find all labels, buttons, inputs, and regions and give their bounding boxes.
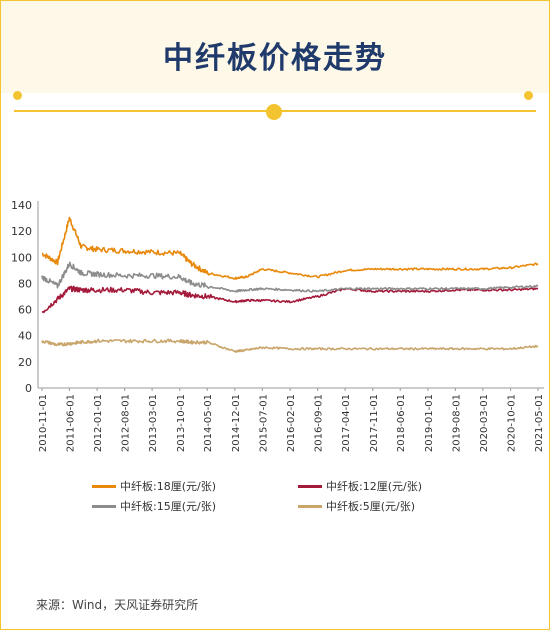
x-tick-label: 2016-02-01 <box>286 394 297 452</box>
x-tick-label: 2015-07-01 <box>258 394 269 452</box>
x-tick-label: 2011-06-01 <box>65 394 76 452</box>
x-tick-label: 2012-01-01 <box>93 394 104 452</box>
legend-label: 中纤板:15厘(元/张) <box>120 500 216 513</box>
x-tick-label: 2016-09-01 <box>314 394 325 452</box>
source-note: 来源：Wind，天风证券研究所 <box>36 598 199 612</box>
divider-dot-left <box>13 91 22 100</box>
y-tick-label: 20 <box>18 356 32 369</box>
chart-legend: 中纤板:18厘(元/张) 中纤板:12厘(元/张) 中纤板:15厘(元/张) 中纤板:… <box>0 478 550 518</box>
divider-dot-right <box>524 91 533 100</box>
legend-swatch <box>92 504 116 508</box>
legend-label: 中纤板:18厘(元/张) <box>120 480 216 493</box>
legend-swatch <box>92 484 116 488</box>
x-tick-label: 2017-04-01 <box>341 394 352 452</box>
x-tick-label: 2021-05-01 <box>534 394 545 452</box>
y-tick-label: 140 <box>11 199 32 212</box>
x-tick-label: 2014-05-01 <box>203 394 214 452</box>
legend-swatch <box>298 484 322 488</box>
x-tick-label: 2017-11-01 <box>369 394 380 452</box>
legend-item: 中纤板:5厘(元/张) <box>298 498 415 514</box>
x-tick-label: 2013-03-01 <box>148 394 159 452</box>
divider-dot-center <box>266 104 282 120</box>
legend-item: 中纤板:15厘(元/张) <box>92 498 216 514</box>
legend-label: 中纤板:5厘(元/张) <box>326 500 415 513</box>
x-tick-label: 2020-10-01 <box>507 394 518 452</box>
series-line-1 <box>41 285 539 314</box>
x-tick-label: 2012-08-01 <box>121 394 132 452</box>
legend-label: 中纤板:12厘(元/张) <box>326 480 422 493</box>
series-line-2 <box>41 261 539 293</box>
price-line-chart: 0 20 40 60 80 100 120 140 2010-11-01 2011-06-01 20… <box>11 199 545 452</box>
x-tick-label: 2013-10-01 <box>176 394 187 452</box>
y-tick-label: 120 <box>11 225 32 238</box>
x-tick-label: 2020-03-01 <box>479 394 490 452</box>
x-tick-label: 2019-08-01 <box>451 394 462 452</box>
x-tick-label: 2010-11-01 <box>38 394 49 452</box>
y-tick-label: 80 <box>18 277 32 290</box>
x-tick-label: 2019-01-01 <box>424 394 435 452</box>
legend-item: 中纤板:18厘(元/张) <box>92 478 216 494</box>
x-tick-label: 2014-12-01 <box>231 394 242 452</box>
series-line-3 <box>41 338 539 353</box>
y-tick-label: 0 <box>25 382 32 395</box>
y-tick-label: 60 <box>18 304 32 317</box>
header-banner: 中纤板价格走势 <box>1 1 549 93</box>
y-tick-label: 100 <box>11 251 32 264</box>
y-tick-label: 40 <box>18 330 32 343</box>
series-line-0 <box>41 216 539 280</box>
legend-swatch <box>298 504 322 508</box>
x-tick-label: 2018-06-01 <box>396 394 407 452</box>
page-title: 中纤板价格走势 <box>163 41 387 76</box>
legend-item: 中纤板:12厘(元/张) <box>298 478 422 494</box>
